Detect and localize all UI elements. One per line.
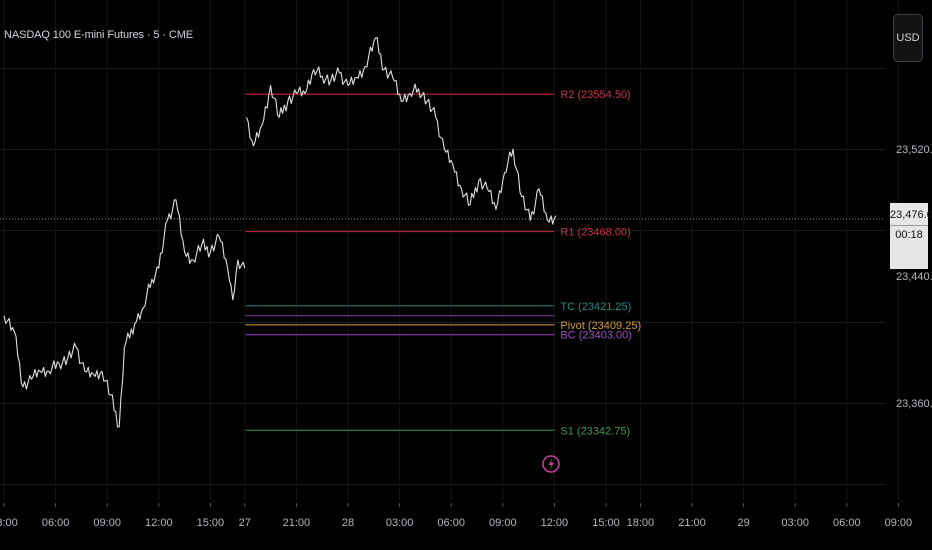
price-line-0-0 bbox=[3, 199, 246, 428]
symbol-title: NASDAQ 100 E-mini Futures · 5 · CME bbox=[4, 29, 194, 41]
price-series bbox=[3, 37, 557, 428]
y-tick-label-2: 23,360.00 bbox=[896, 398, 932, 410]
x-tick-label-9: 06:00 bbox=[437, 517, 465, 529]
x-tick-label-15: 29 bbox=[737, 517, 749, 529]
x-tick-label-17: 06:00 bbox=[833, 517, 861, 529]
x-tick-label-0: 03:00 bbox=[0, 517, 18, 529]
level-label-5: BC (23403.00) bbox=[560, 330, 632, 342]
x-tick-label-14: 21:00 bbox=[678, 517, 706, 529]
price-line-0-1 bbox=[245, 37, 557, 225]
price-box-divider bbox=[890, 225, 928, 226]
last-price-label: 23,476.00 00:18 bbox=[890, 203, 932, 269]
time-axis: 03:00 06:00 09:00 12:00 15:00 27 21:00 28 03:00 0… bbox=[0, 503, 912, 529]
x-tick-label-12: 15:00 bbox=[592, 517, 620, 529]
level-label-2: TC (23421.25) bbox=[560, 301, 631, 313]
level-label-0: R2 (23554.50) bbox=[560, 89, 630, 101]
x-tick-label-6: 21:00 bbox=[283, 517, 311, 529]
pivot-levels: R2 (23554.50) R1 (23468.00) TC (23421.25) P… bbox=[245, 89, 641, 437]
x-tick-label-5: 27 bbox=[239, 517, 251, 529]
y-tick-label-0: 23,520.00 bbox=[896, 144, 932, 156]
x-tick-label-2: 09:00 bbox=[93, 517, 121, 529]
level-label-6: S1 (23342.75) bbox=[560, 425, 630, 437]
x-tick-label-1: 06:00 bbox=[42, 517, 70, 529]
bar-countdown: 00:18 bbox=[895, 229, 923, 241]
x-tick-label-3: 12:00 bbox=[145, 517, 173, 529]
grid bbox=[0, 0, 899, 500]
lightning-icon[interactable] bbox=[542, 442, 560, 486]
x-tick-label-7: 28 bbox=[342, 517, 354, 529]
level-label-1: R1 (23468.00) bbox=[560, 227, 630, 239]
currency-button[interactable]: USD bbox=[893, 14, 923, 62]
x-tick-label-11: 12:00 bbox=[541, 517, 569, 529]
last-price-value: 23,476.00 bbox=[890, 209, 932, 221]
x-tick-label-10: 09:00 bbox=[489, 517, 517, 529]
x-tick-label-16: 03:00 bbox=[781, 517, 809, 529]
x-tick-label-18: 09:00 bbox=[885, 517, 913, 529]
x-tick-label-8: 03:00 bbox=[386, 517, 414, 529]
x-tick-label-4: 15:00 bbox=[197, 517, 225, 529]
price-axis: 23,520.00 23,440.00 23,360.00 bbox=[896, 144, 932, 410]
level-label-4: Pivot (23409.25) bbox=[560, 320, 641, 332]
y-tick-label-1: 23,440.00 bbox=[896, 271, 932, 283]
x-tick-label-13: 18:00 bbox=[627, 517, 655, 529]
